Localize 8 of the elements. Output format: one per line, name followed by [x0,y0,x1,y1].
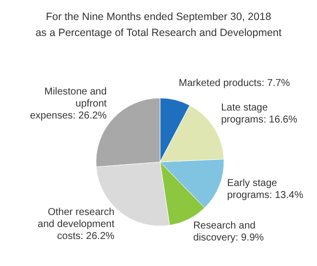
slice-label: Other research and development costs: 26.2% [38,206,115,242]
chart-subtitle: as a Percentage of Total Research and Development [35,27,282,39]
chart-title: For the Nine Months ended September 30, 2018 [46,11,272,23]
slice-label: Research and discovery: 9.9% [193,220,264,244]
slice-label: Late stage programs: 16.6% [221,102,298,126]
slice-label: Early stage programs: 13.4% [227,178,304,201]
slice-label: Marketed products: 7.7% [178,78,290,90]
slice-label: Milestone and upfront expenses: 26.2% [30,86,107,122]
